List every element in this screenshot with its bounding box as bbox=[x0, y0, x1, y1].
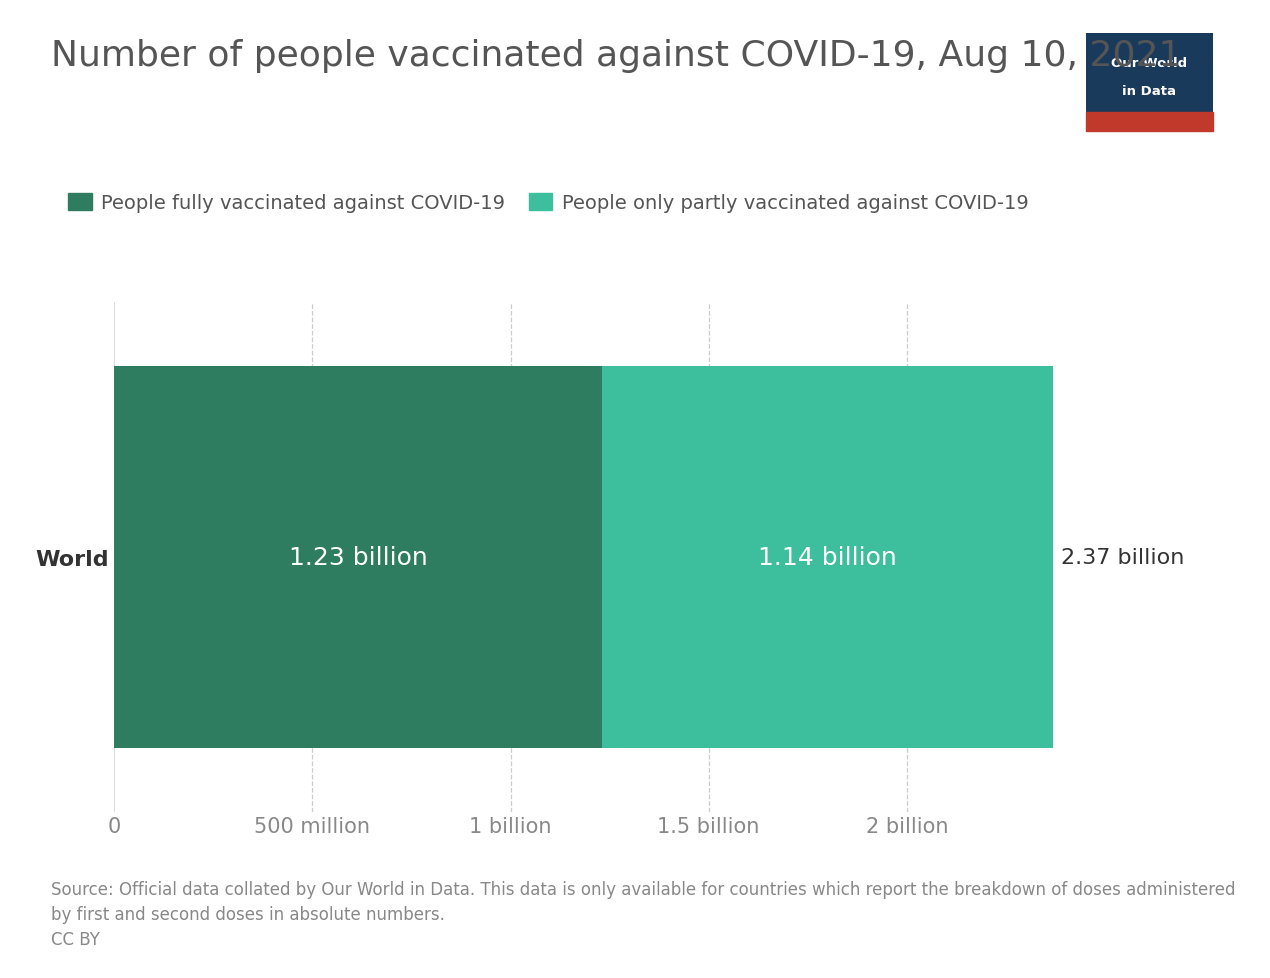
Text: Our World: Our World bbox=[1111, 57, 1187, 70]
Text: Source: Official data collated by Our World in Data. This data is only available: Source: Official data collated by Our Wo… bbox=[51, 880, 1236, 948]
Text: 1.23 billion: 1.23 billion bbox=[288, 546, 428, 569]
Legend: People fully vaccinated against COVID-19, People only partly vaccinated against : People fully vaccinated against COVID-19… bbox=[61, 186, 1036, 221]
Bar bbox=[114, 367, 602, 748]
Text: 1.14 billion: 1.14 billion bbox=[758, 546, 897, 569]
Text: in Data: in Data bbox=[1123, 84, 1176, 98]
Text: Number of people vaccinated against COVID-19, Aug 10, 2021: Number of people vaccinated against COVI… bbox=[51, 39, 1181, 73]
Bar bbox=[602, 367, 1053, 748]
Text: 2.37 billion: 2.37 billion bbox=[1062, 548, 1185, 567]
Bar bbox=[1086, 112, 1213, 132]
